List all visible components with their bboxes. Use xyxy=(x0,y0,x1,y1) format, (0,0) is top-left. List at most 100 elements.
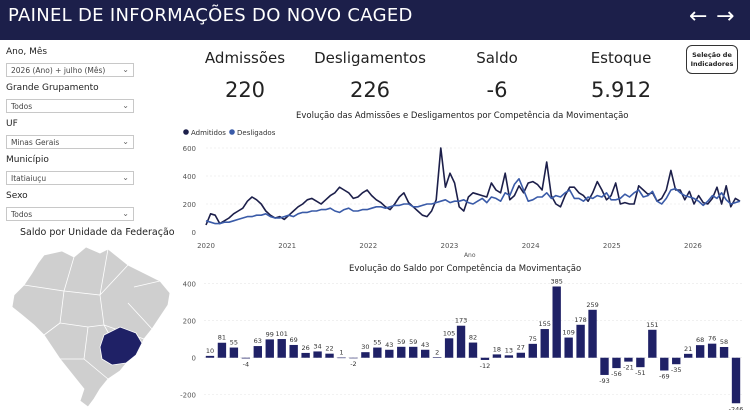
data-label: 22 xyxy=(325,345,333,353)
filter-label-grande-grupamento: Grande Grupamento xyxy=(6,83,99,93)
data-label: 105 xyxy=(443,329,455,337)
line-chart-title: Evolução das Admissões e Desligamentos p… xyxy=(296,111,629,121)
data-label: 76 xyxy=(708,335,716,343)
bar xyxy=(468,342,478,358)
brazil-map[interactable] xyxy=(4,243,174,410)
bar xyxy=(253,346,262,358)
legend-label-admitidos: Admitidos xyxy=(191,129,226,137)
data-label: 2 xyxy=(435,348,439,356)
y-tick-label: 0 xyxy=(192,355,196,363)
page-title: PAINEL DE INFORMAÇÕES DO NOVO CAGED xyxy=(8,5,413,26)
minas-gerais-highlight[interactable] xyxy=(99,326,143,366)
button-line-2: Indicadores xyxy=(690,60,734,68)
selecao-indicadores-button[interactable]: Seleção de Indicadores xyxy=(686,45,738,74)
data-label: 101 xyxy=(276,330,288,338)
y-tick-label: 0 xyxy=(192,229,196,237)
data-label: 68 xyxy=(696,336,704,344)
kpi-value-estoque: 5.912 xyxy=(590,78,652,102)
button-line-1: Seleção de xyxy=(692,51,732,59)
filter-value-municipio: Itatiaiuçu xyxy=(11,174,47,183)
filter-value-sexo: Todos xyxy=(11,210,33,219)
series-line-admitidos xyxy=(205,147,741,226)
bar xyxy=(277,339,286,358)
filter-label-municipio: Município xyxy=(6,155,49,165)
arrow-right-icon[interactable]: → xyxy=(716,4,735,29)
data-label: 59 xyxy=(409,338,417,346)
filter-dropdown-grande-grupamento[interactable]: Todos ⌄ xyxy=(6,99,134,113)
data-label: 178 xyxy=(574,316,586,324)
filter-dropdown-uf[interactable]: Minas Gerais ⌄ xyxy=(6,135,134,149)
chevron-down-icon: ⌄ xyxy=(122,65,129,74)
x-tick-label: 2022 xyxy=(359,242,377,250)
data-label: 27 xyxy=(517,344,525,352)
bar xyxy=(241,357,251,359)
data-label: 63 xyxy=(254,337,262,345)
bar xyxy=(480,357,490,360)
map-title: Saldo por Unidade da Federação xyxy=(20,227,175,238)
data-label: 109 xyxy=(562,329,574,337)
legend-label-desligados: Desligados xyxy=(237,129,276,137)
bar-chart-title: Evolução do Saldo por Competência da Mov… xyxy=(349,264,582,274)
y-tick-label: 200 xyxy=(183,201,196,209)
chevron-down-icon: ⌄ xyxy=(122,173,129,182)
bar xyxy=(660,357,669,371)
bar xyxy=(504,355,514,358)
bar xyxy=(265,339,274,358)
bar xyxy=(624,357,633,362)
chevron-down-icon: ⌄ xyxy=(122,209,129,218)
data-label: 10 xyxy=(206,347,214,355)
data-label: 26 xyxy=(301,344,309,352)
line-chart[interactable]: 0 200 400 600 2020 2021 2022 2023 2024 2025 2026 An… xyxy=(180,122,750,260)
y-tick-label: 400 xyxy=(183,281,196,289)
bar xyxy=(349,357,358,359)
x-tick-label: 2025 xyxy=(603,242,621,250)
kpi-value-saldo: -6 xyxy=(486,78,508,102)
bar xyxy=(205,355,215,358)
data-label: 82 xyxy=(469,334,477,342)
data-label: 21 xyxy=(684,345,692,353)
data-label: -35 xyxy=(671,366,682,374)
bar xyxy=(672,357,681,365)
bar xyxy=(397,346,406,358)
x-tick-label: 2021 xyxy=(278,242,296,250)
bar xyxy=(492,354,502,358)
bar xyxy=(229,347,239,358)
filter-value-uf: Minas Gerais xyxy=(11,138,60,147)
filter-label-sexo: Sexo xyxy=(6,191,28,201)
bar xyxy=(636,357,645,368)
bar xyxy=(695,345,705,358)
filter-dropdown-ano-mes[interactable]: 2026 (Ano) + julho (Mês) ⌄ xyxy=(6,63,134,77)
bar xyxy=(325,353,334,358)
data-label: 59 xyxy=(397,338,405,346)
bar xyxy=(361,352,370,358)
data-label: -56 xyxy=(611,370,622,378)
data-label: 151 xyxy=(646,321,658,329)
x-tick-label: 2020 xyxy=(197,242,215,250)
bar xyxy=(337,357,346,359)
bar xyxy=(564,337,573,358)
kpi-value-desligamentos: 226 xyxy=(349,78,391,102)
legend-marker xyxy=(229,129,235,135)
bar xyxy=(516,352,526,358)
bar xyxy=(540,329,549,358)
filter-dropdown-sexo[interactable]: Todos ⌄ xyxy=(6,207,134,221)
data-label: 81 xyxy=(218,334,226,342)
arrow-left-icon[interactable]: ← xyxy=(689,4,708,29)
data-label: 18 xyxy=(493,345,501,353)
filter-dropdown-municipio[interactable]: Itatiaiuçu ⌄ xyxy=(6,171,134,185)
kpi-label-desligamentos: Desligamentos xyxy=(314,49,426,67)
y-tick-label: 200 xyxy=(183,318,196,326)
bar xyxy=(612,357,621,369)
data-label: -2 xyxy=(350,360,356,368)
data-label: -12 xyxy=(480,362,491,370)
bar xyxy=(576,324,585,358)
data-label: 155 xyxy=(539,320,551,328)
bar xyxy=(552,286,561,358)
bar xyxy=(588,309,597,358)
bar xyxy=(289,344,298,358)
y-tick-label: -200 xyxy=(180,392,196,400)
data-label: 1 xyxy=(339,349,343,357)
filter-label-uf: UF xyxy=(6,119,18,129)
data-label: 55 xyxy=(373,339,381,347)
